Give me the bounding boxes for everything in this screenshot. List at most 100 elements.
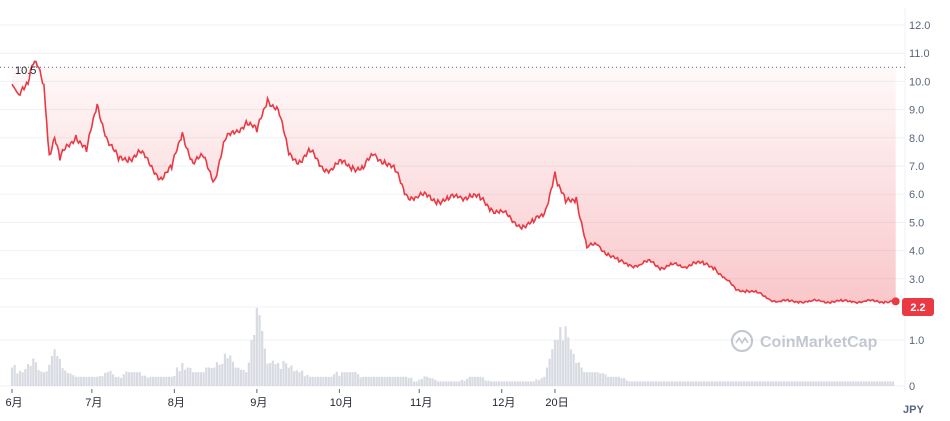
volume-bar [838,381,841,386]
volume-bar [45,371,48,386]
volume-bar [519,381,522,386]
volume-bar [782,381,785,386]
volume-bar [218,364,221,386]
volume-bar [859,381,863,386]
volume-bar [668,381,671,386]
volume-bar [96,376,99,386]
volume-bar [130,372,133,386]
volume-bar [418,379,421,386]
y-tick-label: 12.0 [909,20,930,32]
volume-bar [463,380,466,386]
volume-bar [40,371,43,386]
volume-bar [697,381,700,386]
volume-bar [532,381,535,386]
volume-bar [173,375,176,386]
volume-bar [24,369,27,386]
volume-bar [652,381,655,386]
volume-bar [508,381,511,386]
volume-bar [737,381,740,386]
volume-bar [32,358,35,386]
watermark: CoinMarketCap [730,329,878,353]
volume-bar [151,376,155,386]
volume-bar [543,376,546,386]
y-tick-label: 11.0 [909,48,930,60]
x-tick-label: 7月 [85,397,102,409]
volume-bar [825,381,828,386]
volume-bar [484,380,487,386]
volume-bar [857,381,860,386]
volume-bar [726,381,730,386]
volume-bar [556,340,559,386]
volume-bar [197,372,200,386]
volume-bar [69,373,72,386]
volume-bar [253,335,256,386]
volume-bar [849,381,852,386]
volume-bar [120,377,123,386]
volume-bar [231,361,235,386]
volume-bar [247,362,250,386]
volume-bar [583,372,586,386]
volume-bar [822,381,825,386]
volume-bar [128,372,131,386]
y-tick-label: 6.0 [909,189,924,201]
volume-bar [223,353,227,386]
volume-bar [322,376,325,386]
volume-bar [662,381,666,386]
volume-bar [599,373,602,386]
volume-bar [862,381,865,386]
volume-bar [615,376,618,386]
volume-bar [178,371,181,386]
volume-bar [505,381,509,386]
volume-bar [883,381,887,386]
volume-bar [686,381,690,386]
volume-bar [561,340,565,386]
volume-bar [886,381,889,386]
volume-bar [806,381,809,386]
y-tick-label: 9.0 [909,105,924,117]
volume-bar [692,381,695,386]
volume-bar [314,376,317,386]
volume-bar [801,381,804,386]
volume-bar [66,372,69,386]
volume-bar [452,381,455,386]
volume-bar [466,378,469,386]
volume-bar [796,381,799,386]
volume-bar [601,373,604,386]
volume-bar [434,379,437,386]
volume-bar [489,381,493,386]
volume-bar [112,374,115,386]
current-price-dot [891,297,900,306]
volume-bar [324,376,328,386]
volume-bar [74,376,77,386]
volume-bar [431,378,434,386]
volume-bar [625,380,628,386]
volume-bar [777,381,780,386]
volume-bar [72,375,75,386]
volume-bar [812,381,815,386]
volume-bar [356,374,360,386]
volume-bar [708,381,711,386]
volume-bar [798,381,801,386]
volume-bar [756,381,759,386]
volume-bar [553,340,557,386]
x-tick-label: 11月 [410,397,432,409]
volume-bar [764,381,767,386]
volume-bar [721,381,724,386]
volume-bar [282,360,285,386]
volume-bar [865,381,868,386]
volume-bar [295,370,298,386]
volume-bar [524,381,527,386]
volume-bar [620,378,623,386]
volume-bar [529,381,533,386]
volume-bar [285,363,288,386]
volume-bar [474,376,477,386]
price-line [11,60,897,305]
volume-bar [817,381,820,386]
volume-bar [705,381,708,386]
volume-bar [207,367,211,386]
volume-bar [85,376,88,386]
volume-bar [851,381,855,386]
volume-bar [162,376,165,386]
volume-bar [785,381,788,386]
volume-bar [279,368,282,386]
